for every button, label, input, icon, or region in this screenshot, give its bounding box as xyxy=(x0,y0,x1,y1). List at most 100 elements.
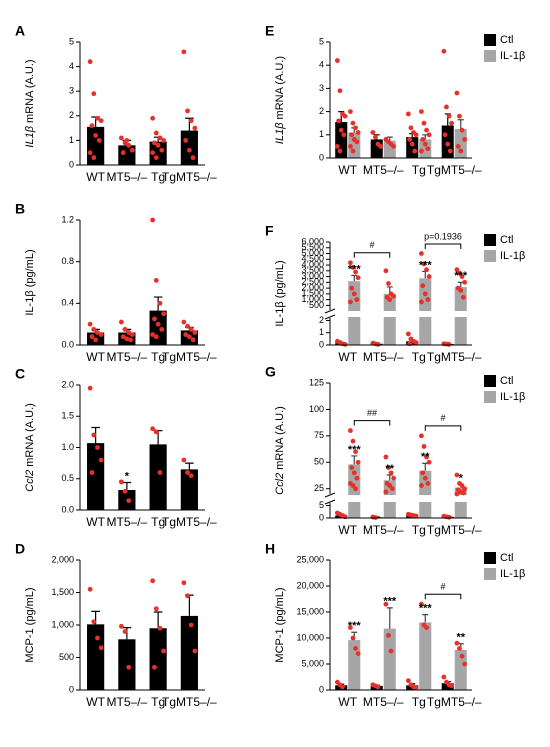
data-point xyxy=(419,601,424,607)
y-tick-label: 1.5 xyxy=(61,411,74,421)
data-point xyxy=(459,127,465,133)
data-point xyxy=(157,300,163,306)
x-tick-label: Tg xyxy=(412,695,426,709)
data-point xyxy=(126,498,132,504)
data-point xyxy=(95,635,100,641)
data-point xyxy=(449,683,454,689)
data-point xyxy=(426,132,432,138)
data-point xyxy=(386,465,391,470)
legend-label: Ctl xyxy=(500,552,513,564)
data-point xyxy=(181,319,187,325)
legend-swatch xyxy=(484,391,496,403)
bar xyxy=(335,122,348,158)
data-point xyxy=(408,125,414,131)
y-tick-label: 500 xyxy=(309,300,324,310)
data-point xyxy=(454,472,460,478)
data-point xyxy=(336,118,342,124)
x-tick-label: MT5–/– xyxy=(107,170,148,184)
data-point xyxy=(446,113,452,119)
y-tick-label: 0 xyxy=(319,339,324,349)
data-point xyxy=(391,293,397,299)
x-tick-label: TgMT5–/– xyxy=(162,350,217,364)
data-point xyxy=(412,148,418,154)
data-point xyxy=(87,586,93,592)
x-tick-label: WT xyxy=(338,695,357,709)
data-point xyxy=(161,138,167,143)
bracket-label: # xyxy=(441,413,446,423)
data-point xyxy=(153,155,159,161)
x-tick-label: TgMT5–/– xyxy=(162,695,217,709)
data-point xyxy=(181,457,187,463)
data-point xyxy=(185,593,190,599)
data-point xyxy=(460,294,466,300)
data-point xyxy=(454,90,460,96)
data-point xyxy=(462,137,468,142)
data-point xyxy=(421,261,427,267)
error-bar xyxy=(386,607,393,629)
bar xyxy=(87,443,105,510)
data-point xyxy=(460,490,466,496)
data-point xyxy=(422,475,428,481)
data-point xyxy=(185,108,190,114)
y-tick-label: 3 xyxy=(319,83,324,93)
data-point xyxy=(355,651,361,656)
data-point xyxy=(118,479,124,485)
data-point xyxy=(350,120,356,126)
data-point xyxy=(118,623,124,629)
x-tick-label: Tg xyxy=(412,163,426,177)
data-point xyxy=(188,326,194,332)
data-point xyxy=(128,337,133,343)
data-point xyxy=(96,138,102,143)
data-point xyxy=(355,275,361,281)
data-point xyxy=(126,664,132,670)
axis-break-mark xyxy=(324,499,336,505)
data-point xyxy=(405,678,411,684)
data-point xyxy=(150,150,156,156)
y-axis-label-part: mRNA (A.U.) xyxy=(24,59,36,126)
data-point xyxy=(388,470,394,476)
x-tick-label: TgMT5–/– xyxy=(427,695,482,709)
bracket xyxy=(424,243,462,249)
data-point xyxy=(383,601,389,607)
data-point xyxy=(192,648,198,654)
legend-swatch xyxy=(484,34,496,46)
data-point xyxy=(98,457,104,463)
data-point xyxy=(387,297,393,303)
x-tick-label: MT5–/– xyxy=(107,515,148,529)
data-point xyxy=(153,130,159,136)
error-bar xyxy=(185,462,194,470)
data-point xyxy=(161,311,167,317)
y-tick-label: 2,500 xyxy=(301,277,324,287)
x-tick-label: Tg xyxy=(151,350,165,364)
data-point xyxy=(354,297,360,303)
bracket-label: # xyxy=(441,582,446,592)
panel-label: D xyxy=(15,541,25,557)
data-point xyxy=(444,104,449,110)
x-tick-label: WT xyxy=(86,515,105,529)
y-tick-label: 25 xyxy=(314,483,324,493)
y-axis-label-part: IL-1β (pg/mL) xyxy=(24,249,36,315)
data-point xyxy=(419,483,424,488)
y-tick-label: 0 xyxy=(319,512,324,522)
data-point xyxy=(186,147,192,153)
data-point xyxy=(337,148,343,154)
y-tick-label: 2 xyxy=(319,315,324,325)
data-point xyxy=(89,334,95,340)
x-tick-label: TgMT5–/– xyxy=(162,515,217,529)
y-tick-label: 5 xyxy=(319,36,324,46)
data-point xyxy=(373,134,378,140)
y-axis-label-part: MCP-1 (pg/mL) xyxy=(24,587,36,662)
legend-label: IL-1β xyxy=(500,568,525,580)
data-point xyxy=(449,120,454,126)
bar xyxy=(180,130,198,165)
y-axis-label-part: IL-1β (pg/mL) xyxy=(274,260,286,326)
data-point xyxy=(409,141,415,147)
data-point xyxy=(349,285,355,291)
bar xyxy=(149,141,167,165)
x-tick-label: Tg xyxy=(412,350,426,364)
y-tick-label: 1.0 xyxy=(61,442,74,452)
x-tick-label: WT xyxy=(86,170,105,184)
x-tick-label: Tg xyxy=(151,515,165,529)
data-point xyxy=(181,580,187,586)
data-point xyxy=(124,138,130,143)
